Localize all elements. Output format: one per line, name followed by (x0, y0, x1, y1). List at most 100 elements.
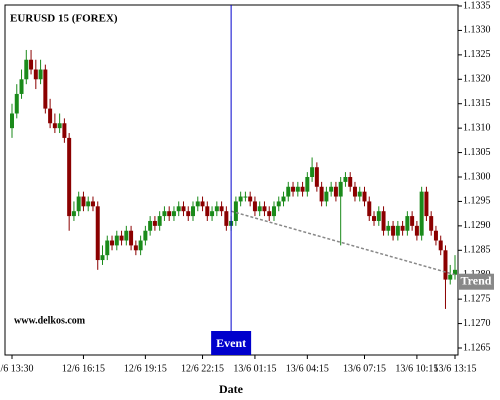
trend-line (230, 210, 456, 276)
candle-body (381, 211, 386, 231)
candle-body (186, 211, 191, 217)
candle-body (410, 216, 415, 226)
candle-body (438, 240, 443, 251)
candle-body (414, 225, 419, 236)
candle-body (200, 201, 205, 207)
x-axis-title: Date (219, 382, 244, 396)
candle-body (400, 225, 405, 231)
candle-body (333, 186, 338, 197)
candle-body (14, 93, 19, 114)
candle-body (191, 206, 196, 217)
candle-body (29, 59, 34, 70)
candle-body (105, 240, 110, 256)
candle-body (48, 108, 53, 124)
candle-body (214, 206, 219, 212)
candle-body (324, 191, 329, 202)
candle-body (433, 230, 438, 241)
candle-body (143, 230, 148, 241)
candle-body (38, 69, 43, 80)
candle-body (243, 196, 248, 198)
candle-body (210, 211, 215, 217)
candle-body (67, 137, 72, 217)
candle-body (238, 196, 243, 202)
candle-body (267, 211, 272, 217)
y-tick-label: 1.1265 (463, 342, 491, 353)
candle-body (219, 206, 224, 212)
candle-body (367, 201, 372, 217)
y-tick-label: 1.1305 (463, 147, 491, 158)
candle-body (453, 269, 457, 275)
candle-body (252, 201, 257, 212)
candle-body (271, 206, 276, 217)
candle-body (310, 167, 315, 177)
candle-body (138, 240, 143, 251)
y-tick-label: 1.1290 (463, 220, 491, 231)
x-tick-label: 12/6 13:30 (0, 363, 34, 374)
candle-body (448, 274, 453, 280)
x-tick-label: 13/6 07:15 (343, 363, 386, 374)
candle-body (148, 220, 153, 231)
candle-body (376, 211, 381, 221)
candle-body (95, 206, 100, 261)
candle-body (129, 230, 134, 246)
x-tick-label: 12/6 22:15 (181, 363, 224, 374)
candle-body (205, 206, 210, 217)
candle-body (233, 201, 238, 221)
candle-body (133, 245, 138, 251)
candle-body (443, 250, 448, 280)
candle-body (372, 216, 377, 221)
y-tick-label: 1.1275 (463, 293, 491, 304)
candle-body (119, 235, 124, 241)
candle-body (314, 167, 319, 187)
candle-body (338, 181, 343, 197)
candle-body (43, 69, 48, 109)
candle-body (429, 216, 434, 231)
x-tick-label: 13/6 04:15 (286, 363, 329, 374)
y-tick-label: 1.1310 (463, 122, 491, 133)
candle-body (343, 177, 348, 182)
y-tick-label: 1.1320 (463, 74, 491, 85)
candle-body (167, 211, 172, 217)
candle-body (124, 230, 129, 241)
y-tick-label: 1.1315 (463, 98, 491, 109)
candle-body (114, 235, 119, 246)
y-tick-label: 1.1285 (463, 245, 491, 256)
y-tick-label: 1.1325 (463, 49, 491, 60)
candle-body (19, 79, 24, 94)
candle-body (348, 177, 353, 187)
candle-body (57, 123, 62, 129)
candle-body (424, 191, 429, 217)
candle-body (391, 225, 396, 236)
candle-body (157, 216, 162, 226)
candle-body (319, 186, 324, 202)
trend-label-box (458, 273, 494, 290)
candle-body (176, 206, 181, 212)
candle-body (224, 211, 229, 226)
y-tick-label: 1.1270 (463, 318, 491, 329)
candle-body (248, 196, 253, 202)
candle-body (419, 191, 424, 236)
y-tick-label: 1.1335 (463, 0, 491, 11)
candle-body (81, 196, 86, 207)
candle-body (90, 201, 95, 207)
candle-body (100, 255, 105, 261)
candle-body (24, 59, 29, 80)
candle-body (257, 206, 262, 212)
y-tick-label: 1.1300 (463, 171, 491, 182)
candle-body (171, 211, 176, 217)
candle-body (395, 225, 400, 236)
x-tick-label: 13/6 13:15 (433, 363, 476, 374)
candle-body (76, 196, 81, 212)
candle-body (152, 220, 157, 226)
candle-body (281, 196, 286, 202)
candle-body (357, 191, 362, 197)
candle-body (352, 186, 357, 197)
candle-body (300, 186, 305, 192)
candle-body (86, 201, 91, 207)
candle-body (262, 206, 267, 212)
candle-body (405, 216, 410, 231)
x-tick-label: 12/6 19:15 (124, 363, 167, 374)
candle-body (71, 211, 76, 217)
candle-body (329, 186, 334, 192)
